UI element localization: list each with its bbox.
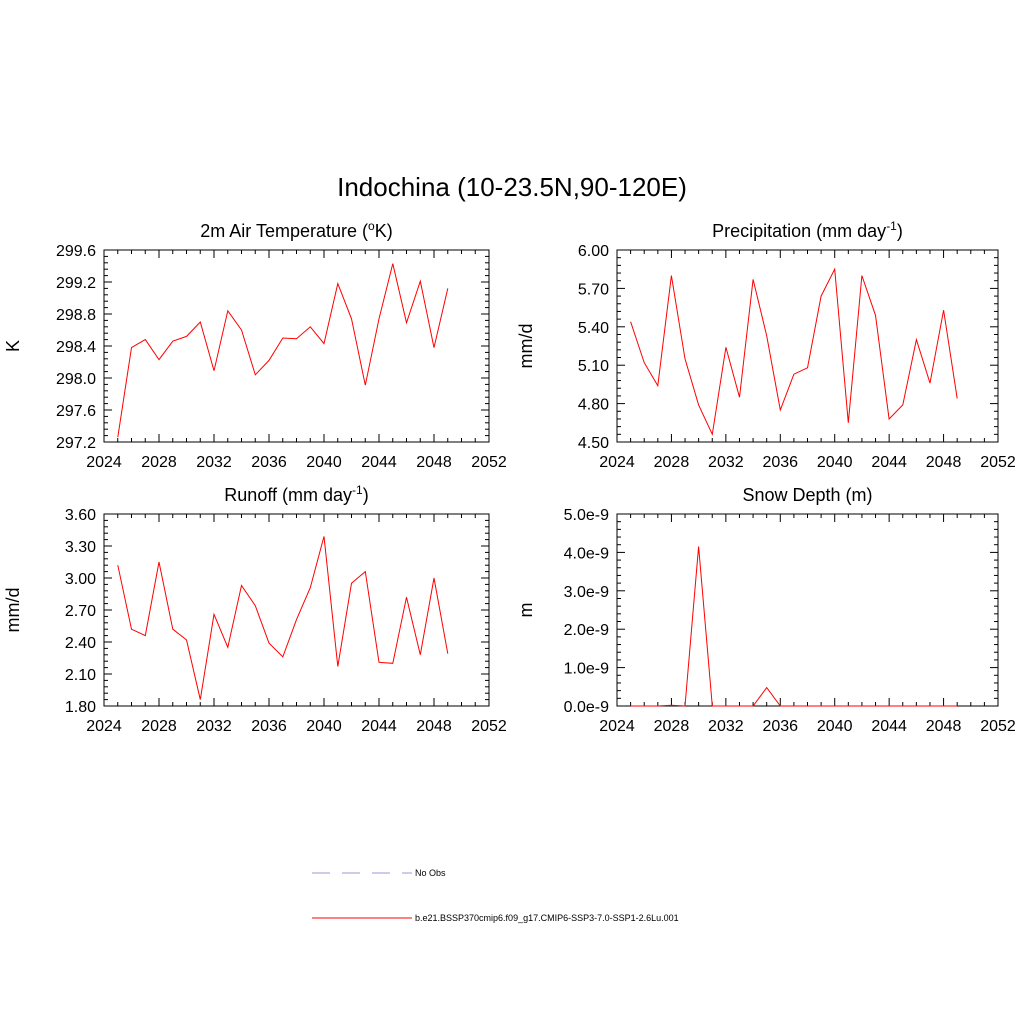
x-tick-label: 2044 <box>871 454 907 471</box>
y-tick-label: 5.10 <box>578 358 609 375</box>
plot-frame <box>103 249 490 443</box>
y-tick-label: 298.8 <box>56 307 96 324</box>
plot-frame <box>103 513 490 707</box>
x-tick-label: 2028 <box>141 718 177 735</box>
series-line-runoff <box>117 536 449 700</box>
y-axis-label: m <box>516 603 536 618</box>
y-tick-label: 3.00 <box>65 571 96 588</box>
legend-label-no-obs: No Obs <box>415 868 446 878</box>
y-axis-label: mm/d <box>3 588 23 633</box>
y-tick-label: 2.0e-9 <box>564 622 609 639</box>
y-tick-label: 299.6 <box>56 243 96 260</box>
x-tick-label: 2048 <box>416 454 452 471</box>
x-tick-label: 2048 <box>416 718 452 735</box>
y-tick-label: 2.70 <box>65 603 96 620</box>
x-tick-label: 2028 <box>654 718 690 735</box>
legend: No Obs b.e21.BSSP370cmip6.f09_g17.CMIP6-… <box>312 868 679 923</box>
y-tick-label: 3.0e-9 <box>564 584 609 601</box>
panel-temperature: 2m Air Temperature (oK) K 2024 2028 2032 2036… <box>3 219 507 471</box>
y-tick-label: 5.0e-9 <box>564 507 609 524</box>
x-tick-label: 2028 <box>654 454 690 471</box>
y-tick-label: 2.10 <box>65 667 96 684</box>
y-tick-label: 297.6 <box>56 403 96 420</box>
x-tick-label: 2052 <box>471 454 507 471</box>
x-tick-label: 2024 <box>86 454 122 471</box>
panel-title: Precipitation (mm day-1) <box>712 219 903 241</box>
chart-panels: 2m Air Temperature (oK) K 2024 2028 2032 2036… <box>3 219 1016 735</box>
x-tick-label: 2044 <box>361 454 397 471</box>
x-tick-label: 2044 <box>871 718 907 735</box>
x-tick-label: 2036 <box>762 454 798 471</box>
x-tick-label: 2040 <box>306 718 342 735</box>
y-tick-label: 4.0e-9 <box>564 545 609 562</box>
y-tick-label: 3.30 <box>65 539 96 556</box>
y-tick-label: 1.80 <box>65 699 96 716</box>
x-tick-label: 2024 <box>599 718 635 735</box>
x-tick-label: 2040 <box>817 454 853 471</box>
x-tick-label: 2040 <box>817 718 853 735</box>
y-axis-label: K <box>3 340 23 352</box>
series-line-temperature <box>117 263 449 438</box>
x-tick-label: 2052 <box>471 718 507 735</box>
series-line-snow-depth <box>630 546 958 707</box>
x-tick-label: 2052 <box>980 454 1016 471</box>
figure-title: Indochina (10-23.5N,90-120E) <box>337 172 687 202</box>
x-tick-label: 2032 <box>708 454 744 471</box>
panel-title: Runoff (mm day-1) <box>224 483 368 505</box>
y-tick-label: 1.0e-9 <box>564 661 609 678</box>
panel-title: Snow Depth (m) <box>742 485 872 505</box>
x-tick-label: 2048 <box>926 454 962 471</box>
x-tick-label: 2036 <box>251 718 287 735</box>
x-tick-label: 2032 <box>196 454 232 471</box>
y-tick-label: 5.40 <box>578 320 609 337</box>
y-tick-label: 299.2 <box>56 275 96 292</box>
x-tick-label: 2024 <box>86 718 122 735</box>
x-tick-label: 2052 <box>980 718 1016 735</box>
x-tick-label: 2032 <box>196 718 232 735</box>
y-tick-label: 6.00 <box>578 243 609 260</box>
x-tick-label: 2028 <box>141 454 177 471</box>
legend-label-model: b.e21.BSSP370cmip6.f09_g17.CMIP6-SSP3-7.… <box>415 913 679 923</box>
x-tick-label: 2036 <box>251 454 287 471</box>
y-tick-label: 3.60 <box>65 507 96 524</box>
panel-precipitation: Precipitation (mm day-1) mm/d 2024 2028 2032… <box>516 219 1016 471</box>
y-tick-label: 297.2 <box>56 435 96 452</box>
x-tick-label: 2024 <box>599 454 635 471</box>
y-tick-label: 0.0e-9 <box>564 699 609 716</box>
plot-frame <box>616 249 999 443</box>
y-axis-label: mm/d <box>516 324 536 369</box>
x-tick-label: 2032 <box>708 718 744 735</box>
y-tick-label: 2.40 <box>65 635 96 652</box>
series-line-precipitation <box>630 267 958 436</box>
plot-frame <box>616 513 999 707</box>
y-tick-label: 298.0 <box>56 371 96 388</box>
y-tick-label: 4.80 <box>578 397 609 414</box>
panel-title: 2m Air Temperature (oK) <box>200 219 392 241</box>
x-tick-label: 2044 <box>361 718 397 735</box>
y-tick-label: 5.70 <box>578 281 609 298</box>
x-tick-label: 2036 <box>762 718 798 735</box>
x-tick-label: 2048 <box>926 718 962 735</box>
x-tick-label: 2040 <box>306 454 342 471</box>
y-tick-label: 298.4 <box>56 339 96 356</box>
y-tick-label: 4.50 <box>578 435 609 452</box>
panel-snow-depth: Snow Depth (m) m 2024 2028 2032 2036 2040 2044 2… <box>516 485 1016 735</box>
panel-runoff: Runoff (mm day-1) mm/d 2024 2028 2032 2036 204… <box>3 483 507 735</box>
